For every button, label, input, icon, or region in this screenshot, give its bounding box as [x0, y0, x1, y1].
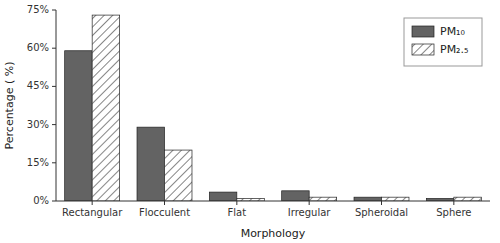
bar-hatch [454, 197, 481, 201]
x-tick-label: Rectangular [62, 207, 123, 218]
bar-hatch [92, 15, 119, 201]
x-tick [309, 201, 310, 205]
x-tick [164, 201, 165, 205]
bar [382, 197, 409, 201]
y-tick [52, 162, 56, 163]
y-tick-label: 15% [27, 157, 49, 168]
legend-swatch [412, 26, 434, 37]
y-tick [52, 48, 56, 49]
y-tick-label: 75% [27, 4, 49, 15]
bar-hatch [382, 197, 409, 201]
x-tick [381, 201, 382, 205]
x-tick-label: Flat [228, 207, 247, 218]
bar [354, 197, 381, 201]
bars [65, 15, 482, 201]
bar [65, 51, 92, 201]
bar [92, 15, 119, 201]
y-tick [52, 86, 56, 87]
x-tick [236, 201, 237, 205]
legend-swatch-hatch [412, 44, 434, 55]
legend-frame [404, 18, 482, 66]
x-axis-label: Morphology [241, 227, 306, 240]
x-axis-line [56, 201, 490, 202]
y-tick-label: 0% [33, 195, 49, 206]
x-tick [92, 201, 93, 205]
x-tick-label: Spheroidal [355, 207, 408, 218]
y-tick [52, 10, 56, 11]
bar [454, 197, 481, 201]
legend-label: PM₁₀ [440, 25, 466, 38]
bar [165, 150, 192, 201]
bar-hatch [309, 197, 336, 201]
bar-hatch [165, 150, 192, 201]
legend-label: PM₂.₅ [440, 43, 468, 56]
y-tick-label: 30% [27, 119, 49, 130]
y-tick [52, 124, 56, 125]
y-tick-label: 45% [27, 80, 49, 91]
y-axis-line [56, 10, 57, 201]
bar [209, 192, 236, 201]
chart-svg: 0% 15% 30% 45% 60% 75% Rectangular Flocculent Fl… [0, 0, 500, 243]
legend: PM₁₀ PM₂.₅ [404, 18, 482, 66]
x-tick-label: Irregular [288, 207, 332, 218]
y-axis-label: Percentage ( %) [3, 62, 16, 150]
legend-swatch [412, 44, 434, 55]
bar [137, 127, 164, 201]
bar [309, 197, 336, 201]
bar [282, 191, 309, 201]
chart-container: 0% 15% 30% 45% 60% 75% Rectangular Flocculent Fl… [0, 0, 500, 243]
x-tick-label: Flocculent [139, 207, 190, 218]
x-tick-label: Sphere [436, 207, 471, 218]
y-tick [52, 201, 56, 202]
x-tick [453, 201, 454, 205]
y-tick-label: 60% [27, 42, 49, 53]
